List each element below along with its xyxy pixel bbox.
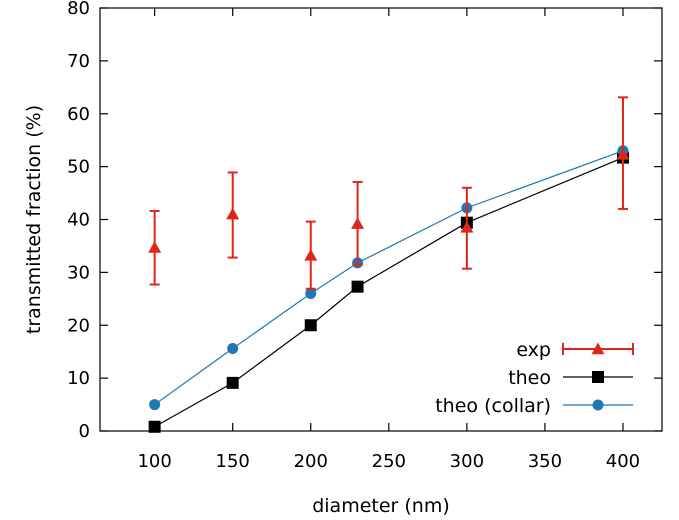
x-tick-label: 350	[528, 451, 562, 472]
theo-collar-point	[227, 343, 239, 355]
legend-swatch-exp-marker	[591, 342, 605, 355]
y-tick-label: 30	[67, 262, 90, 283]
y-axis-title: transmitted fraction (%)	[23, 105, 45, 334]
plot-frame	[99, 7, 663, 432]
exp-point	[616, 147, 630, 160]
y-tick-label: 70	[67, 51, 90, 72]
y-tick-label: 20	[67, 315, 90, 336]
theo-collar-point	[305, 288, 317, 300]
x-axis-title: diameter (nm)	[312, 495, 450, 517]
series-layer	[148, 96, 630, 433]
theo-point	[304, 319, 317, 332]
legend-label-exp: exp	[516, 339, 551, 361]
series-1-line	[154, 157, 624, 428]
legend: exp theo theo (collar)	[435, 339, 634, 417]
y-tick-label: 50	[67, 157, 90, 178]
theo-point	[351, 280, 364, 293]
y-tick-label: 60	[67, 104, 90, 125]
x-tick-label: 400	[606, 451, 640, 472]
exp-point	[460, 220, 474, 233]
theo-point	[226, 376, 239, 389]
y-tick-label: 40	[67, 210, 90, 231]
y-tick-label: 10	[67, 368, 90, 389]
ticks-layer: 100 150 200 250 300 350 400 0 10 20 30 40 50 60 70 80	[67, 0, 662, 472]
series-2-line	[154, 150, 624, 406]
y-tick-label: 80	[67, 0, 90, 19]
x-tick-label: 250	[372, 451, 406, 472]
legend-label-theo-collar: theo (collar)	[435, 395, 551, 417]
legend-label-theo: theo	[508, 367, 551, 389]
y-tick-label: 0	[79, 421, 90, 442]
x-tick-label: 150	[216, 451, 250, 472]
exp-point	[148, 241, 162, 253]
x-tick-label: 300	[450, 451, 484, 472]
legend-swatch-theo-collar-marker	[592, 399, 604, 411]
exp-point	[351, 217, 365, 229]
theo-collar-point	[149, 399, 161, 411]
x-tick-label: 100	[137, 451, 171, 472]
legend-swatch-theo-marker	[592, 371, 604, 383]
exp-point	[226, 207, 240, 220]
exp-point	[304, 248, 318, 261]
x-tick-label: 200	[294, 451, 328, 472]
